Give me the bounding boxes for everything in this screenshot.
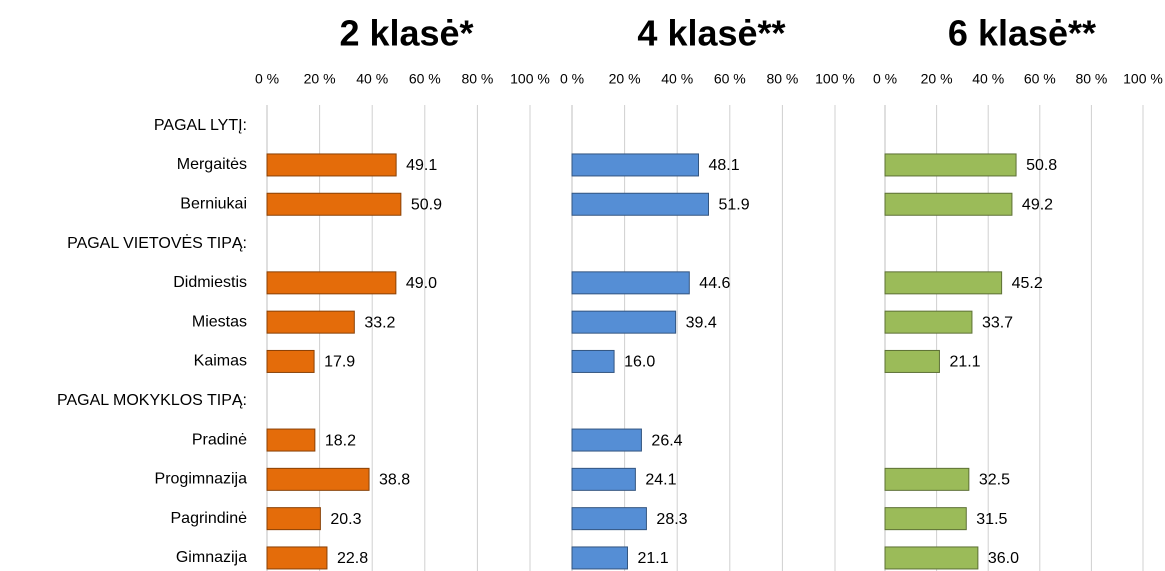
- bar: [571, 467, 636, 491]
- bar: [266, 271, 397, 295]
- bar: [266, 349, 315, 373]
- value-label: 18.2: [325, 432, 356, 449]
- category-label: Pagrindinė: [171, 510, 248, 527]
- value-label: 21.1: [637, 550, 668, 567]
- bar: [571, 271, 690, 295]
- value-label: 21.1: [949, 354, 980, 371]
- bar: [571, 153, 700, 177]
- bar: [571, 507, 647, 531]
- value-label: 44.6: [699, 275, 730, 292]
- bar: [266, 546, 328, 570]
- bar: [571, 349, 615, 373]
- x-tick-label: 20 %: [304, 71, 336, 87]
- bar: [884, 153, 1017, 177]
- x-tick-label: 40 %: [356, 71, 388, 87]
- bar: [884, 271, 1003, 295]
- bar: [571, 428, 642, 452]
- value-label: 28.3: [656, 511, 687, 528]
- value-label: 51.9: [718, 196, 749, 213]
- bar: [884, 349, 940, 373]
- value-label: 33.2: [364, 314, 395, 331]
- bar: [266, 153, 397, 177]
- value-label: 24.1: [645, 472, 676, 489]
- panel-title: 2 klasė*: [339, 13, 473, 54]
- bar: [884, 546, 979, 570]
- x-tick-label: 60 %: [409, 71, 441, 87]
- category-label: PAGAL MOKYKLOS TIPĄ:: [57, 392, 247, 409]
- bar: [571, 192, 709, 216]
- category-label: Didmiestis: [173, 274, 247, 291]
- bar: [266, 310, 355, 334]
- bar: [266, 507, 321, 531]
- x-tick-label: 100 %: [1123, 71, 1163, 87]
- value-label: 26.4: [651, 432, 682, 449]
- value-label: 49.1: [406, 157, 437, 174]
- x-tick-label: 60 %: [714, 71, 746, 87]
- value-label: 36.0: [988, 550, 1019, 567]
- value-label: 38.8: [379, 472, 410, 489]
- x-tick-label: 80 %: [461, 71, 493, 87]
- category-label: Pradinė: [192, 431, 247, 448]
- x-tick-label: 40 %: [661, 71, 693, 87]
- panel-title: 4 klasė**: [637, 13, 785, 54]
- value-label: 39.4: [686, 314, 717, 331]
- x-tick-label: 0 %: [255, 71, 279, 87]
- value-label: 49.0: [406, 275, 437, 292]
- category-label: Progimnazija: [155, 471, 248, 488]
- value-label: 22.8: [337, 550, 368, 567]
- bar: [571, 546, 628, 570]
- bar: [571, 310, 677, 334]
- x-tick-label: 60 %: [1024, 71, 1056, 87]
- value-label: 48.1: [709, 157, 740, 174]
- value-label: 50.8: [1026, 157, 1057, 174]
- category-label: PAGAL LYTĮ:: [154, 117, 247, 134]
- bar: [884, 192, 1013, 216]
- category-label: Gimnazija: [176, 549, 247, 566]
- x-tick-label: 40 %: [972, 71, 1004, 87]
- category-label: Berniukai: [180, 195, 247, 212]
- x-tick-label: 100 %: [510, 71, 550, 87]
- bar: [266, 428, 316, 452]
- value-label: 20.3: [330, 511, 361, 528]
- x-tick-label: 20 %: [609, 71, 641, 87]
- value-label: 50.9: [411, 196, 442, 213]
- value-label: 16.0: [624, 354, 655, 371]
- value-label: 17.9: [324, 354, 355, 371]
- x-tick-label: 80 %: [766, 71, 798, 87]
- x-tick-label: 0 %: [873, 71, 897, 87]
- x-tick-label: 100 %: [815, 71, 855, 87]
- value-label: 31.5: [976, 511, 1007, 528]
- category-label: Mergaitės: [177, 156, 247, 173]
- category-label: Kaimas: [194, 353, 247, 370]
- category-label: PAGAL VIETOVĖS TIPĄ:: [67, 233, 247, 252]
- bar: [884, 467, 970, 491]
- x-tick-label: 80 %: [1075, 71, 1107, 87]
- bar: [266, 467, 370, 491]
- value-label: 45.2: [1012, 275, 1043, 292]
- bar: [884, 507, 967, 531]
- category-label: Miestas: [192, 313, 247, 330]
- value-label: 32.5: [979, 472, 1010, 489]
- bar: [266, 192, 402, 216]
- x-tick-label: 0 %: [560, 71, 584, 87]
- value-label: 49.2: [1022, 196, 1053, 213]
- panel-title: 6 klasė**: [948, 13, 1096, 54]
- x-tick-label: 20 %: [921, 71, 953, 87]
- value-label: 33.7: [982, 314, 1013, 331]
- bar: [884, 310, 973, 334]
